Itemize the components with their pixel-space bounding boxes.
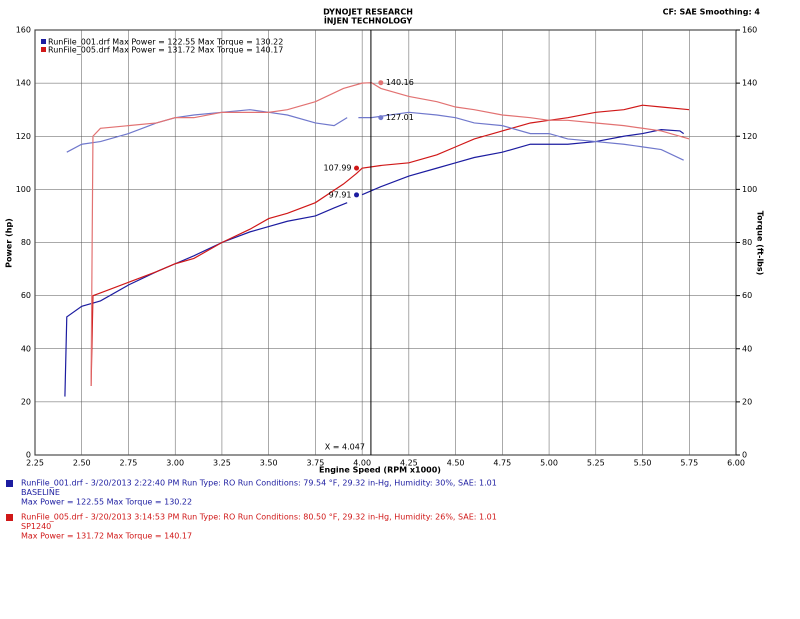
annotation-label: 140.16 — [386, 78, 414, 87]
y-tick-label: 20 — [21, 397, 31, 406]
x-tick-label: 4.25 — [400, 459, 418, 468]
y2-tick-label: 20 — [742, 397, 752, 406]
x-tick-label: 2.75 — [120, 459, 138, 468]
y-tick-label: 0 — [26, 451, 31, 460]
y-tick-label: 140 — [16, 79, 31, 88]
y-tick-label: 100 — [16, 185, 31, 194]
x-tick-label: 4.50 — [447, 459, 465, 468]
x-tick-label: 4.75 — [493, 459, 511, 468]
x-tick-label: 5.25 — [587, 459, 605, 468]
x-axis-label: Engine Speed (RPM x1000) — [319, 466, 441, 475]
x-tick-label: 5.50 — [634, 459, 652, 468]
x-tick-label: 4.00 — [353, 459, 371, 468]
annotation-label: 107.99 — [324, 164, 352, 173]
y2-tick-label: 60 — [742, 291, 752, 300]
annotation-label: 127.01 — [386, 113, 414, 122]
y2-tick-label: 120 — [742, 132, 757, 141]
run-info: Max Power = 131.72 Max Torque = 140.17 — [21, 532, 192, 541]
y-tick-label: 60 — [21, 291, 31, 300]
x-tick-label: 5.75 — [680, 459, 698, 468]
run-info: RunFile_005.drf - 3/20/2013 3:14:53 PM R… — [21, 513, 497, 522]
x-tick-label: 3.50 — [260, 459, 278, 468]
x-tick-label: 2.50 — [73, 459, 91, 468]
y2-tick-label: 0 — [742, 451, 747, 460]
annotation-point — [378, 115, 384, 121]
x-tick-label: 5.00 — [540, 459, 558, 468]
legend-entry: RunFile_005.drf Max Power = 131.72 Max T… — [48, 46, 283, 55]
x-tick-label: 6.00 — [727, 459, 745, 468]
cursor-label: X = 4.047 — [325, 443, 365, 452]
series-line — [90, 82, 690, 386]
series-line — [66, 109, 684, 161]
legend-swatch — [41, 39, 46, 44]
chart-subtitle: İNJEN TECHNOLOGY — [324, 16, 413, 26]
annotation-point — [354, 165, 360, 171]
run-info: RunFile_001.drf - 3/20/2013 2:22:40 PM R… — [21, 479, 497, 488]
legend-entry: RunFile_001.drf Max Power = 122.55 Max T… — [48, 38, 283, 47]
run-swatch — [6, 514, 13, 521]
annotation-point — [354, 192, 360, 198]
y2-axis-label: Torque (ft-lbs) — [756, 211, 765, 276]
series-line — [90, 104, 690, 386]
x-tick-label: 3.75 — [306, 459, 324, 468]
run-info: BASELINE — [21, 488, 60, 497]
settings-label: CF: SAE Smoothing: 4 — [663, 8, 761, 17]
x-tick-label: 3.25 — [213, 459, 231, 468]
run-swatch — [6, 480, 13, 487]
y-tick-label: 80 — [21, 238, 31, 247]
y2-tick-label: 80 — [742, 238, 752, 247]
y-tick-label: 120 — [16, 132, 31, 141]
y2-tick-label: 100 — [742, 185, 757, 194]
annotation-label: 97.91 — [329, 190, 352, 199]
series-line — [64, 129, 685, 397]
y-tick-label: 40 — [21, 344, 31, 353]
annotation-point — [378, 80, 384, 86]
y-tick-label: 160 — [16, 26, 31, 35]
run-info: SP1240 — [21, 522, 51, 531]
x-tick-label: 3.00 — [166, 459, 184, 468]
run-info: Max Power = 122.55 Max Torque = 130.22 — [21, 498, 192, 507]
y2-tick-label: 140 — [742, 79, 757, 88]
y-axis-label: Power (hp) — [5, 218, 14, 268]
x-tick-label: 2.25 — [26, 459, 44, 468]
y2-tick-label: 160 — [742, 26, 757, 35]
chart-title: DYNOJET RESEARCH — [323, 8, 413, 17]
legend-swatch — [41, 47, 46, 52]
y2-tick-label: 40 — [742, 344, 752, 353]
